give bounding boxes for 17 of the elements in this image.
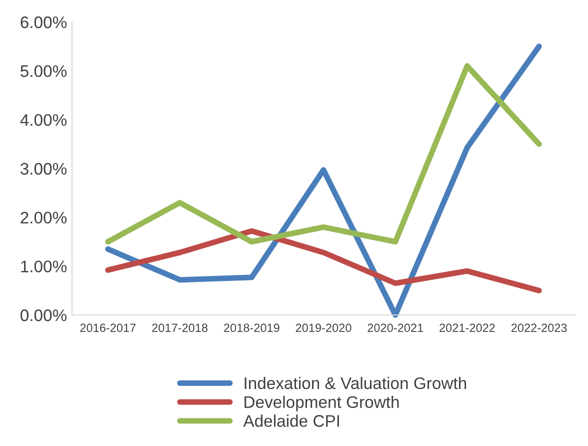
x-tick-label: 2021-2022 [440,324,495,332]
legend-label: Indexation & Valuation Growth [244,376,466,390]
y-tick-label: 4.00% [20,114,67,126]
x-tick-label: 2019-2020 [296,324,352,332]
x-tick-label: 2016-2017 [80,324,136,332]
legend-label: Adelaide CPI [243,414,339,427]
y-tick-label: 2.00% [20,212,67,224]
legend-label: Development Growth [244,396,399,412]
x-tick-label: 2017-2018 [152,324,208,332]
x-tick-label: 2020-2021 [368,324,424,332]
x-tick-label: 2018-2019 [224,324,280,332]
y-tick-label: 5.00% [20,65,67,78]
x-tick-label: 2022-2023 [511,324,567,332]
y-tick-label: 6.00% [20,16,67,28]
y-tick-label: 0.00% [20,309,67,322]
y-tick-label: 3.00% [20,162,67,175]
y-tick-label: 1.00% [21,260,67,272]
